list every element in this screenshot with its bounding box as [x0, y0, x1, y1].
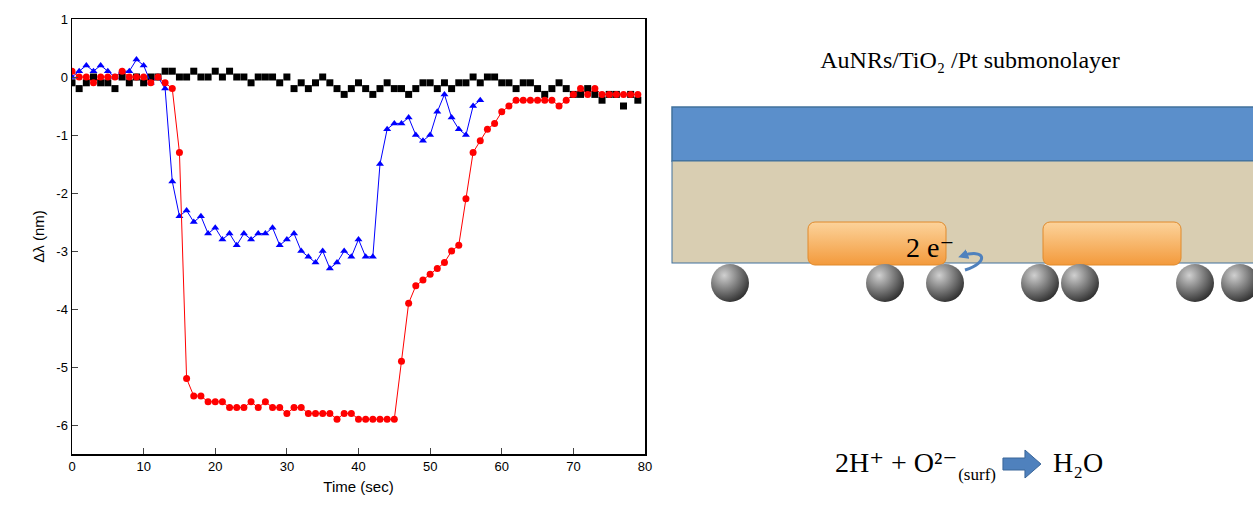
svg-text:40: 40 — [351, 459, 365, 474]
svg-text:30: 30 — [280, 459, 294, 474]
svg-text:-4: -4 — [56, 302, 68, 317]
svg-text:2 e⁻: 2 e⁻ — [906, 232, 954, 263]
svg-text:H₂O: H₂O — [1053, 447, 1103, 478]
svg-text:-3: -3 — [56, 244, 68, 259]
svg-text:10: 10 — [136, 459, 150, 474]
svg-text:Δλ (nm): Δλ (nm) — [30, 210, 47, 263]
svg-text:-1: -1 — [56, 128, 68, 143]
svg-text:AuNRs/TiO₂ /Pt submonolayer: AuNRs/TiO₂ /Pt submonolayer — [820, 47, 1120, 73]
svg-text:20: 20 — [208, 459, 222, 474]
svg-text:(surf): (surf) — [958, 465, 996, 484]
svg-text:60: 60 — [495, 459, 509, 474]
svg-text:1: 1 — [61, 12, 68, 27]
svg-text:-2: -2 — [56, 186, 68, 201]
svg-text:50: 50 — [423, 459, 437, 474]
svg-text:Time (sec): Time (sec) — [323, 478, 393, 495]
svg-text:80: 80 — [638, 459, 652, 474]
svg-text:-6: -6 — [56, 418, 68, 433]
svg-text:70: 70 — [566, 459, 580, 474]
svg-text:2H⁺ + O²⁻: 2H⁺ + O²⁻ — [835, 447, 957, 478]
svg-text:-5: -5 — [56, 360, 68, 375]
svg-text:0: 0 — [68, 459, 75, 474]
svg-text:0: 0 — [61, 70, 68, 85]
